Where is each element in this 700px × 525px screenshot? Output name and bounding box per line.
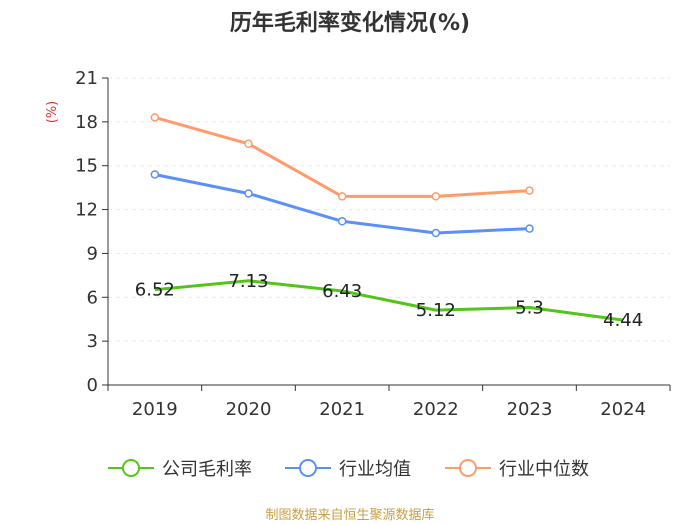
data-label: 6.52 xyxy=(135,280,175,301)
legend-marker xyxy=(459,459,477,477)
data-label: 6.43 xyxy=(322,281,362,302)
data-point xyxy=(431,192,441,201)
series-line-0 xyxy=(154,279,624,322)
legend-item-1[interactable]: 行业均值 xyxy=(285,459,411,480)
axes: 0 3 6 9 12 15 18 21 2019 2020 2021 2022 2023 2024 xyxy=(75,68,671,420)
y-tick-label: 0 xyxy=(87,375,98,396)
y-tick-label: 12 xyxy=(75,200,98,221)
data-point xyxy=(244,189,253,198)
data-point xyxy=(337,192,347,201)
x-tick-label: 2019 xyxy=(132,399,178,420)
chart-title: 历年毛利率变化情况(%) xyxy=(230,10,470,36)
series-layer xyxy=(150,113,624,322)
legend-label: 行业均值 xyxy=(339,459,411,480)
data-point xyxy=(525,186,534,195)
data-point xyxy=(150,170,160,179)
x-tick-label: 2020 xyxy=(226,399,272,420)
legend[interactable]: 公司毛利率 行业均值 行业中位数 xyxy=(108,459,589,480)
data-label: 5.3 xyxy=(515,298,544,319)
y-tick-label: 15 xyxy=(75,156,98,177)
y-tick-label: 9 xyxy=(87,243,98,264)
y-tick-label: 6 xyxy=(87,287,98,308)
legend-item-0[interactable]: 公司毛利率 xyxy=(108,459,252,480)
y-tick-label: 3 xyxy=(87,331,98,352)
legend-label: 行业中位数 xyxy=(499,459,589,480)
data-point xyxy=(244,139,253,149)
data-label: 5.12 xyxy=(416,300,456,321)
x-tick-label: 2021 xyxy=(319,399,365,420)
legend-marker xyxy=(122,459,140,477)
legend-label: 公司毛利率 xyxy=(162,459,252,480)
x-tick-label: 2022 xyxy=(413,399,459,420)
y-axis-label: (%) xyxy=(45,101,60,124)
legend-item-2[interactable]: 行业中位数 xyxy=(445,459,589,480)
data-point xyxy=(431,228,441,238)
data-labels: 6.52 7.13 6.43 5.12 5.3 4.44 xyxy=(135,271,643,331)
data-label: 7.13 xyxy=(228,271,268,292)
data-label: 4.44 xyxy=(603,310,643,331)
source-note: 制图数据来自恒生聚源数据库 xyxy=(265,507,434,523)
gridlines xyxy=(108,77,670,342)
data-point xyxy=(337,217,347,226)
y-tick-label: 21 xyxy=(75,68,98,89)
x-tick-label: 2024 xyxy=(600,399,646,420)
x-tick-label: 2023 xyxy=(507,399,553,420)
y-tick-label: 18 xyxy=(75,112,98,133)
data-point xyxy=(525,224,534,233)
legend-marker xyxy=(299,459,317,477)
data-point xyxy=(150,113,160,122)
